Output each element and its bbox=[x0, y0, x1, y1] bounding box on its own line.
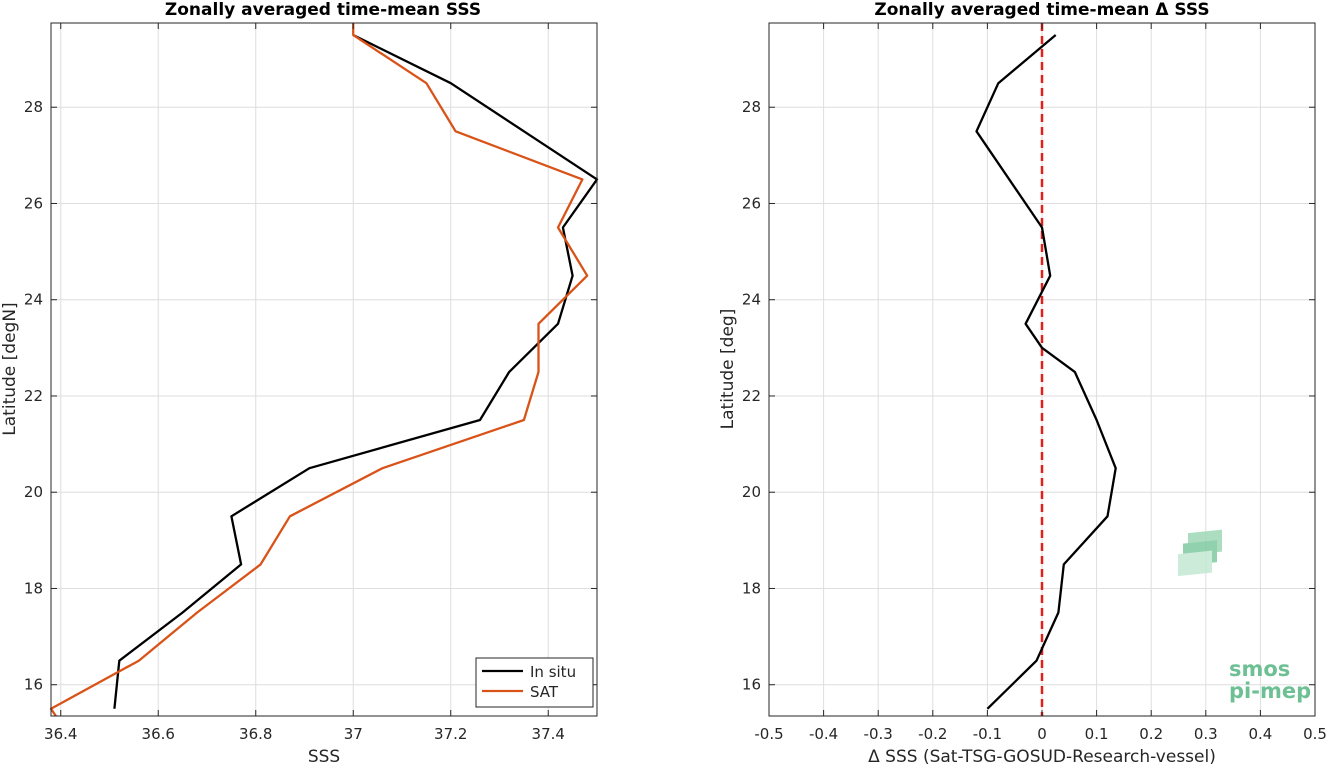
left-plot-x-label: SSS bbox=[308, 747, 340, 765]
x-tick-label: 37.4 bbox=[532, 725, 565, 743]
x-tick-label: -0.1 bbox=[973, 725, 1002, 743]
legend-box bbox=[475, 657, 594, 708]
left-plot-frame bbox=[50, 22, 598, 717]
right-plot-x-label: Δ SSS (Sat-TSG-GOSUD-Research-vessel) bbox=[868, 747, 1216, 765]
legend: In situ SAT bbox=[475, 657, 594, 708]
left-plot-x-ticks: 36.4 36.6 36.8 37 37.2 37.4 bbox=[44, 23, 565, 743]
legend-label-sat: SAT bbox=[530, 683, 559, 701]
x-tick-label: 36.8 bbox=[239, 725, 272, 743]
y-tick-label: 26 bbox=[742, 194, 761, 212]
series-line-sat bbox=[49, 23, 589, 717]
y-tick-label: 20 bbox=[24, 483, 43, 501]
left-plot-series bbox=[49, 23, 599, 717]
smos-pi-mep-logo: smos pi-mep bbox=[1178, 529, 1311, 703]
logo-text-line1: smos bbox=[1229, 657, 1290, 681]
y-tick-label: 16 bbox=[24, 676, 43, 694]
x-tick-label: 36.4 bbox=[44, 725, 77, 743]
right-plot-y-ticks: 16 18 20 22 24 26 28 bbox=[742, 98, 1315, 694]
logo-icon bbox=[1178, 529, 1222, 577]
y-tick-label: 22 bbox=[24, 387, 43, 405]
left-plot-y-label: Latitude [degN] bbox=[0, 302, 20, 435]
right-plot-series bbox=[975, 34, 1117, 710]
x-tick-label: 37 bbox=[344, 725, 363, 743]
y-tick-label: 26 bbox=[24, 194, 43, 212]
legend-label-in-situ: In situ bbox=[530, 663, 576, 681]
x-tick-label: -0.3 bbox=[864, 725, 893, 743]
x-tick-label: 36.6 bbox=[142, 725, 175, 743]
x-tick-label: 0.1 bbox=[1085, 725, 1109, 743]
y-tick-label: 16 bbox=[742, 676, 761, 694]
left-plot-y-ticks: 16 18 20 22 24 26 28 bbox=[24, 98, 597, 694]
x-tick-label: -0.5 bbox=[754, 725, 783, 743]
y-tick-label: 24 bbox=[742, 291, 761, 309]
right-plot-title: Zonally averaged time-mean Δ SSS bbox=[874, 0, 1209, 20]
x-tick-label: 0.3 bbox=[1194, 725, 1218, 743]
logo-text-line2: pi-mep bbox=[1229, 679, 1311, 703]
delta-sss-line bbox=[975, 34, 1117, 710]
x-tick-label: 37.2 bbox=[434, 725, 467, 743]
right-plot: Zonally averaged time-mean Δ SSS -0.5 -0.… bbox=[718, 0, 1327, 765]
y-tick-label: 28 bbox=[24, 98, 43, 116]
x-tick-label: -0.2 bbox=[918, 725, 947, 743]
x-tick-label: 0 bbox=[1037, 725, 1047, 743]
series-line-in-situ bbox=[113, 33, 599, 709]
x-tick-label: 0.5 bbox=[1303, 725, 1327, 743]
y-tick-label: 18 bbox=[24, 579, 43, 597]
y-tick-label: 18 bbox=[742, 579, 761, 597]
y-tick-label: 24 bbox=[24, 291, 43, 309]
y-tick-label: 28 bbox=[742, 98, 761, 116]
right-plot-x-ticks: -0.5 -0.4 -0.3 -0.2 -0.1 0 0.1 0.2 0.3 0.4 0.5 bbox=[754, 23, 1327, 743]
left-plot: Zonally averaged time-mean SSS 36.4 36.6 3… bbox=[0, 0, 599, 765]
y-tick-label: 22 bbox=[742, 387, 761, 405]
y-tick-label: 20 bbox=[742, 483, 761, 501]
left-plot-title: Zonally averaged time-mean SSS bbox=[165, 0, 481, 20]
right-plot-y-label: Latitude [deg] bbox=[718, 309, 738, 430]
x-tick-label: 0.4 bbox=[1248, 725, 1272, 743]
left-plot-grid bbox=[51, 23, 597, 716]
x-tick-label: -0.4 bbox=[809, 725, 838, 743]
left-plot-area bbox=[51, 23, 597, 716]
x-tick-label: 0.2 bbox=[1139, 725, 1163, 743]
